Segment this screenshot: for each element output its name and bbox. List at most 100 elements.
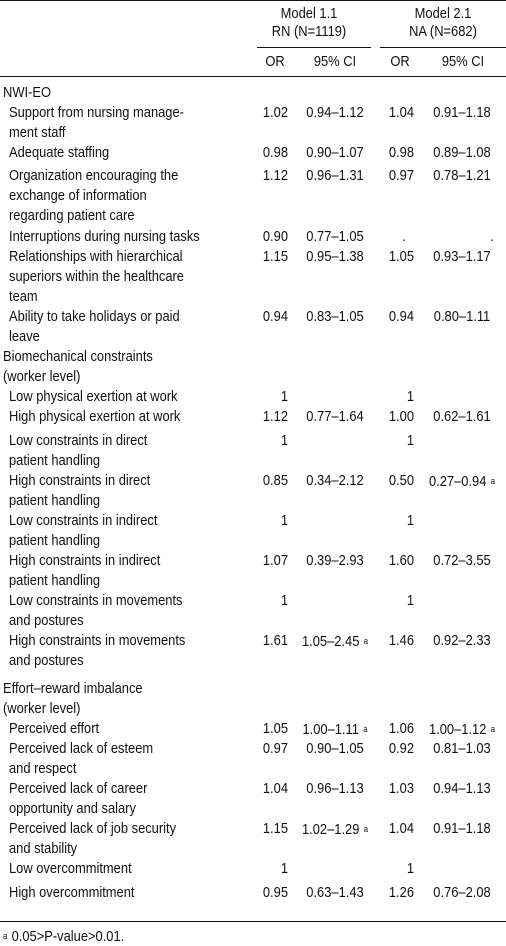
row-label: High constraints in indirect [9, 552, 161, 569]
or-value-model2: 0.50 [381, 472, 414, 490]
ci-value-model1-text: 0.77–1.05 [306, 228, 364, 245]
row-label: High constraints in direct [9, 472, 151, 489]
ci-value-model2-text: . [490, 228, 494, 245]
ci-value-model1: 0.90–1.05 [301, 740, 370, 758]
ci-value-model1-text: 1.00–1.11 [302, 721, 359, 738]
ci-value-model1-text: 0.90–1.05 [306, 740, 364, 757]
ci-value-model1-text: 0.39–2.93 [306, 552, 364, 569]
ci-value-model2: 0.81–1.03 [426, 740, 498, 758]
ci-value-model1: 0.34–2.12 [301, 472, 370, 490]
ci-value-model2-text: 0.78–1.21 [433, 167, 491, 184]
ci-value-model1: 0.95–1.38 [301, 248, 370, 266]
ci-value-model1: 1.05–2.45 a [301, 632, 370, 651]
model2-underline [380, 47, 506, 48]
table-row: Low overcommitment 1 1 [0, 860, 506, 880]
or-value-model2: 1 [381, 592, 414, 610]
row-label: and stability [9, 840, 78, 857]
significance-mark: a [490, 724, 496, 734]
or-value-model1: 1.12 [255, 408, 288, 426]
row-label: Low physical exertion at work [9, 388, 178, 405]
or-value-model2: 0.97 [381, 167, 414, 185]
or-value-model1: 1.04 [255, 780, 288, 798]
or-value-model2-text: 1.05 [388, 248, 414, 265]
row-label: High constraints in movements [9, 632, 186, 649]
ci-value-model2: 0.78–1.21 [426, 167, 498, 185]
row-label: patient handling [9, 452, 101, 469]
header-bottom-rule [0, 76, 506, 77]
or-value-model1-text: 1.61 [262, 632, 288, 649]
or-value-model2-text: 1.04 [388, 820, 414, 837]
or-value-model2: 1 [381, 432, 414, 450]
or-value-model2: 1 [381, 512, 414, 530]
ci-value-model2: 0.94–1.13 [426, 780, 498, 798]
section-label: Biomechanical constraints [3, 348, 153, 365]
row-label: exchange of information [9, 187, 147, 204]
table-row: High overcommitment 0.95 0.63–1.43 1.26 0.76… [0, 884, 506, 904]
or-value-model1: 1.07 [255, 552, 288, 570]
or-value-model1: 1.02 [255, 104, 288, 122]
table-row: High constraints in direct patient handli… [0, 472, 506, 512]
or-value-model2: 1.04 [381, 104, 414, 122]
ci-value-model2-text: 0.94–1.13 [433, 780, 491, 797]
ci-value-model2: 0.27–0.94 a [426, 472, 498, 491]
section-label: Effort–reward imbalance [3, 680, 143, 697]
ci-value-model2: . [456, 228, 506, 246]
table-row: Support from nursing manage-ment staff 1.… [0, 104, 506, 144]
ci-value-model1-text: 0.63–1.43 [306, 884, 364, 901]
ci-value-model2-text: 0.72–3.55 [433, 552, 491, 569]
ci-value-model2: 0.80–1.11 [426, 308, 498, 326]
or-value-model2-text: 1 [406, 388, 414, 405]
row-label: Low constraints in direct [9, 432, 148, 449]
ci-value-model1-text: 1.05–2.45 [301, 633, 360, 650]
footnote-mark: a [3, 931, 8, 941]
ci-value-model2: 0.76–2.08 [426, 884, 498, 902]
or-value-model1-text: 1 [280, 388, 288, 405]
footnote: a 0.05>P-value>0.01. [3, 927, 124, 946]
ci-value-model2: 0.62–1.61 [426, 408, 498, 426]
or-value-model1-text: 0.85 [262, 472, 288, 489]
table-row: Adequate staffing 0.98 0.90–1.07 0.98 0.89–1… [0, 144, 506, 164]
ci-value-model1: 0.96–1.31 [301, 167, 370, 185]
or-value-model1: 1.12 [255, 167, 288, 185]
row-label: patient handling [9, 572, 101, 589]
model1-subtitle: RN (N=1119) [271, 23, 347, 40]
or-value-model1-text: 0.90 [262, 228, 288, 245]
or-value-model2: 0.94 [381, 308, 414, 326]
row-label: High physical exertion at work [9, 408, 181, 425]
or-value-model2-text: 0.97 [388, 167, 414, 184]
or-value-model1: 1 [255, 432, 288, 450]
row-label: Organization encouraging the [9, 167, 179, 184]
ci-value-model2: 0.92–2.33 [426, 632, 498, 650]
or-value-model1-text: 1 [280, 432, 288, 449]
row-label: opportunity and salary [9, 800, 136, 817]
ci-value-model2: 0.72–3.55 [426, 552, 498, 570]
or-value-model2-text: 1.03 [388, 780, 414, 797]
ci-value-model1: 0.90–1.07 [301, 144, 370, 162]
section-label: (worker level) [3, 700, 81, 717]
or-value-model2-text: 1.26 [388, 884, 414, 901]
ci-value-model2-text: 0.91–1.18 [433, 104, 491, 121]
ci-value-model2-text: 0.76–2.08 [433, 884, 491, 901]
or-value-model1: 0.94 [255, 308, 288, 326]
ci-value-model2-text: 0.93–1.17 [433, 248, 491, 265]
section-label: (worker level) [3, 368, 81, 385]
or-value-model1: 1 [255, 592, 288, 610]
ci-value-model2-text: 0.62–1.61 [433, 408, 491, 425]
row-label: patient handling [9, 532, 101, 549]
or-value-model2-text: . [402, 228, 406, 245]
ci-value-model1-text: 0.96–1.13 [306, 780, 364, 797]
or-value-model2-text: 1.00 [388, 408, 414, 425]
section-label: NWI-EO [3, 84, 52, 101]
ci-header-model1: 95% CI [313, 53, 357, 70]
ci-value-model1-text: 0.96–1.31 [306, 167, 364, 184]
ci-value-model2-text: 0.91–1.18 [433, 820, 491, 837]
row-label: regarding patient care [9, 207, 135, 224]
row-label: Low constraints in indirect [9, 512, 158, 529]
or-value-model2-text: 1.46 [388, 632, 414, 649]
table-row: Perceived lack of career opportunity and … [0, 780, 506, 820]
or-value-model1-text: 1.12 [262, 408, 288, 425]
significance-mark: a [363, 724, 368, 734]
or-value-model2: 1 [381, 860, 414, 878]
row-label: Perceived lack of career [9, 780, 148, 797]
significance-mark: a [363, 824, 369, 834]
